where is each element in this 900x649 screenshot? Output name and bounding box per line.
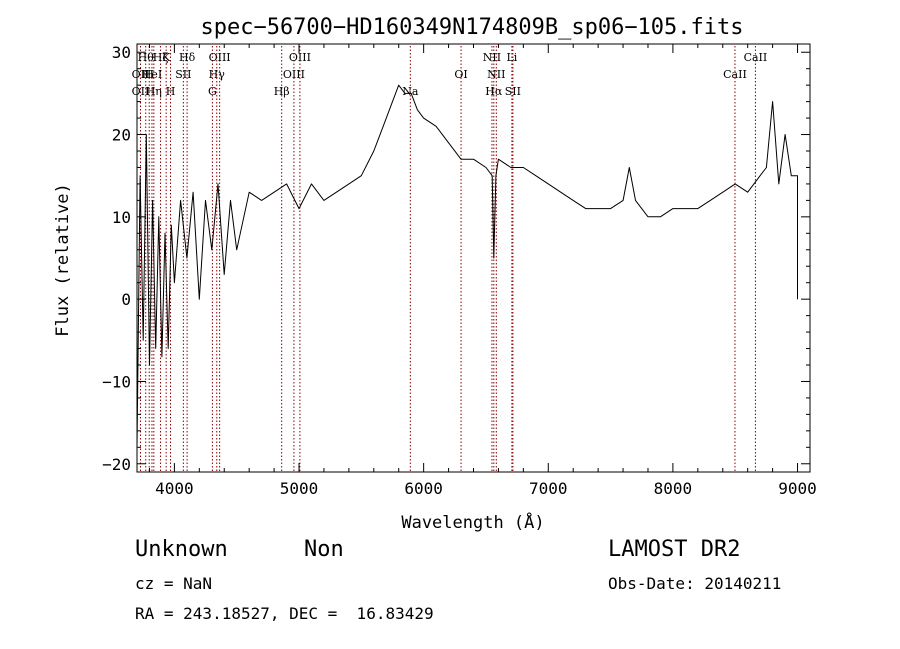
x-tick-label: 7000 xyxy=(529,479,568,498)
object-subclass: Non xyxy=(304,537,344,562)
x-axis-label: Wavelength (Å) xyxy=(401,511,544,533)
object-class: Unknown xyxy=(135,537,228,562)
spectral-line-label: Hα xyxy=(485,85,503,98)
coordinates: RA = 243.18527, DEC = 16.83429 xyxy=(135,604,434,623)
y-tick-label: 20 xyxy=(112,126,131,145)
spectral-line-label: Hζ xyxy=(153,51,169,64)
spectral-line-label: Hβ xyxy=(274,85,290,98)
spectral-line-label: Hη xyxy=(146,85,162,98)
obs-date: Obs-Date: 20140211 xyxy=(608,574,782,593)
spectral-line-label: SII xyxy=(505,85,521,98)
spectral-line-label: Hγ xyxy=(209,68,226,81)
x-tick-label: 6000 xyxy=(404,479,443,498)
y-tick-label: 10 xyxy=(112,208,131,227)
y-tick-label: −20 xyxy=(102,455,131,474)
plot-frame xyxy=(136,43,811,473)
redshift-text: cz = NaN xyxy=(135,574,213,593)
spectral-line-label: OII xyxy=(132,85,150,98)
y-tick-label: 30 xyxy=(112,43,131,62)
spectral-line-label: CaII xyxy=(744,51,768,64)
spectral-line-label: OI xyxy=(454,68,467,81)
y-tick-label: 0 xyxy=(121,290,131,309)
x-tick-label: 9000 xyxy=(778,479,817,498)
spectral-line-label: SII xyxy=(175,68,191,81)
chart-title: spec−56700−HD160349N174809B_sp06−105.fit… xyxy=(200,15,743,40)
spectral-line-label: H xyxy=(144,68,154,81)
x-tick-label: 5000 xyxy=(280,479,319,498)
spectrum-line xyxy=(136,84,798,448)
spectral-line-label: OII xyxy=(132,68,150,81)
spectral-line-label: Li xyxy=(506,51,517,64)
x-tick-label: 8000 xyxy=(654,479,693,498)
y-tick-label: −10 xyxy=(102,372,131,391)
spectral-line-label: Hθ xyxy=(138,51,155,64)
spectral-line-label: K xyxy=(162,51,171,64)
spectral-line-label: Hδ xyxy=(179,51,196,64)
y-axis-label: Flux (relative) xyxy=(53,183,73,337)
spectral-line-label: H xyxy=(166,85,176,98)
spectral-line-label: OIII xyxy=(289,51,311,64)
spectral-line-label: NII xyxy=(483,51,501,64)
spectral-line-label: Na xyxy=(402,85,419,98)
spectral-line-label: OIII xyxy=(283,68,305,81)
spectral-line-label: HeI xyxy=(142,68,162,81)
x-tick-label: 4000 xyxy=(155,479,194,498)
spectral-line-label: G xyxy=(208,85,217,98)
spectral-line-label: NII xyxy=(487,68,505,81)
spectral-line-label: OIII xyxy=(209,51,231,64)
spectral-line-label: CaII xyxy=(723,68,747,81)
survey-name: LAMOST DR2 xyxy=(608,537,741,562)
